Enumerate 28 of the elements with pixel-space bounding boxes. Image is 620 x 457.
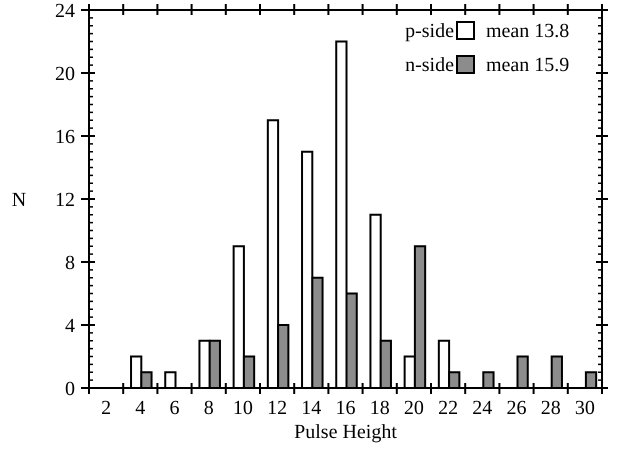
x-tick-label: 8 [204,397,214,419]
annotation: mean 15.9 [486,54,570,76]
x-tick-label: 22 [438,397,458,419]
y-tick-label: 0 [65,378,75,400]
x-tick-label: 18 [370,397,390,419]
y-tick-label: 20 [55,63,75,85]
x-tick-label: 6 [170,397,180,419]
x-tick-label: 26 [506,397,526,419]
x-tick-label: 24 [472,397,492,419]
x-tick-label: 12 [267,397,288,419]
x-tick-label: 16 [336,397,356,419]
x-tick-label: 20 [404,397,424,419]
x-axis-title: Pulse Height [294,421,398,443]
y-tick-label: 24 [55,0,75,22]
x-tick-label: 4 [135,397,146,419]
y-tick-label: 16 [55,126,75,148]
x-tick-label: 30 [574,397,595,419]
annotation: mean 13.8 [486,20,570,42]
x-tick-label: 28 [540,397,561,419]
x-tick-label: 10 [232,397,253,419]
y-tick-label: 4 [65,315,75,337]
x-tick-label: 2 [101,397,112,419]
legend-label: n-side [405,54,454,76]
y-axis-title: N [12,189,26,211]
x-tick-label: 14 [301,397,322,419]
y-tick-label: 12 [55,189,75,211]
y-tick-label: 8 [65,252,75,274]
legend-label: p-side [405,20,454,42]
